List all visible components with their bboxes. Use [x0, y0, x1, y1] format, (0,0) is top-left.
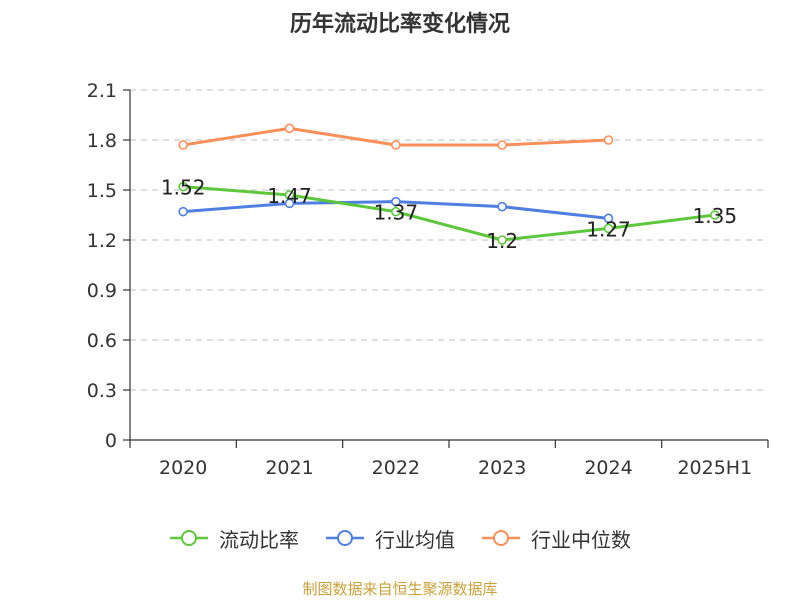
legend-marker	[170, 530, 208, 546]
data-point	[178, 140, 188, 150]
data-point	[603, 223, 614, 234]
legend-label: 行业均值	[375, 527, 455, 552]
data-point	[710, 210, 720, 220]
data-point	[497, 201, 507, 212]
legend-dot	[181, 530, 197, 546]
x-tick-label: 2024	[584, 457, 632, 479]
data-point	[603, 213, 614, 224]
data-label: 1.27	[586, 217, 631, 241]
data-point	[603, 135, 614, 145]
data-point	[391, 140, 401, 150]
y-tick-label: 1.2	[87, 230, 117, 252]
data-point	[178, 206, 188, 217]
data-point	[391, 196, 401, 207]
y-tick-label: 0.9	[87, 280, 117, 302]
legend: 流动比率 行业均值 行业中位数	[0, 520, 800, 556]
data-label: 1.47	[267, 184, 312, 208]
x-tick-label: 2023	[478, 457, 526, 479]
legend-item: 流动比率	[169, 524, 299, 553]
data-point	[497, 140, 507, 150]
data-label: 1.37	[374, 201, 419, 225]
data-labels: 1.52 1.47 1.37 1.2 1.27 1.35	[161, 176, 737, 253]
data-point	[284, 190, 295, 200]
data-point	[178, 181, 188, 192]
data-label: 1.52	[161, 176, 206, 200]
series-lines	[178, 123, 720, 245]
gridlines	[130, 89, 768, 391]
x-tick-label: 2021	[265, 457, 313, 479]
legend-dot	[493, 530, 509, 546]
y-tick-label: 1.5	[87, 180, 117, 202]
y-tick-label: 1.8	[87, 130, 117, 152]
legend-dot	[337, 530, 353, 546]
series-line	[183, 185, 716, 242]
data-label: 1.35	[693, 204, 738, 228]
axes: 0 0.3 0.6 0.9 1.2 1.5 1.8 2.1 2020 2021 2022 2023 20…	[87, 80, 769, 479]
y-tick-label: 2.1	[87, 80, 117, 102]
legend-label: 流动比率	[219, 527, 299, 552]
source-note: 制图数据来自恒生聚源数据库	[302, 580, 498, 598]
data-point	[497, 235, 507, 245]
x-tick-label: 2025H1	[677, 457, 752, 479]
x-tick-label: 2022	[372, 457, 420, 479]
chart-title: 历年流动比率变化情况	[289, 12, 510, 37]
legend-label: 行业中位数	[531, 527, 631, 552]
legend-item: 行业均值	[325, 524, 455, 553]
legend-item: 行业中位数	[481, 524, 631, 553]
y-tick-label: 0	[105, 430, 117, 452]
legend-marker	[326, 530, 364, 546]
y-tick-label: 0.6	[87, 330, 117, 352]
legend-marker	[482, 530, 520, 546]
data-point	[284, 123, 295, 134]
data-point	[391, 206, 401, 217]
x-tick-label: 2020	[159, 457, 207, 479]
data-label: 1.2	[486, 229, 518, 253]
y-tick-label: 0.3	[87, 380, 117, 402]
